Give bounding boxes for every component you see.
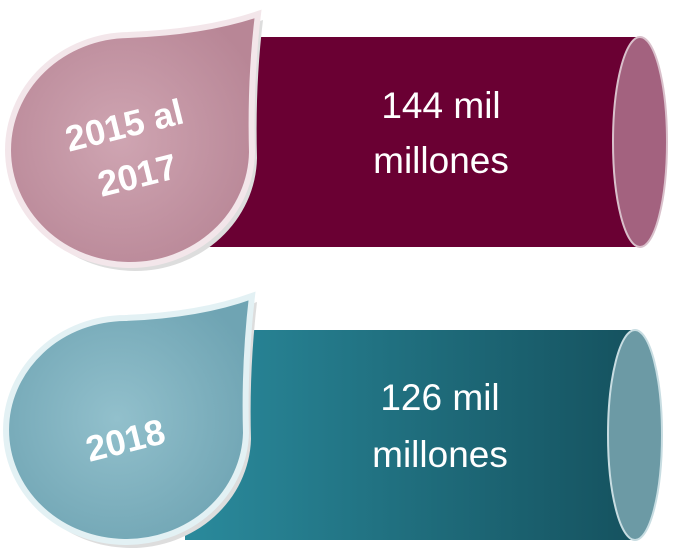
amount-text: millones: [372, 434, 508, 475]
amount-text: 126 mil: [380, 377, 499, 418]
cylinder-cap: [608, 330, 662, 540]
amount-text: millones: [373, 140, 509, 181]
cylinder-cap: [613, 37, 667, 247]
amount-text: 144 mil: [381, 85, 500, 126]
infographic: 2015 al 2017 144 mil millones 2018 126 m…: [0, 0, 680, 549]
